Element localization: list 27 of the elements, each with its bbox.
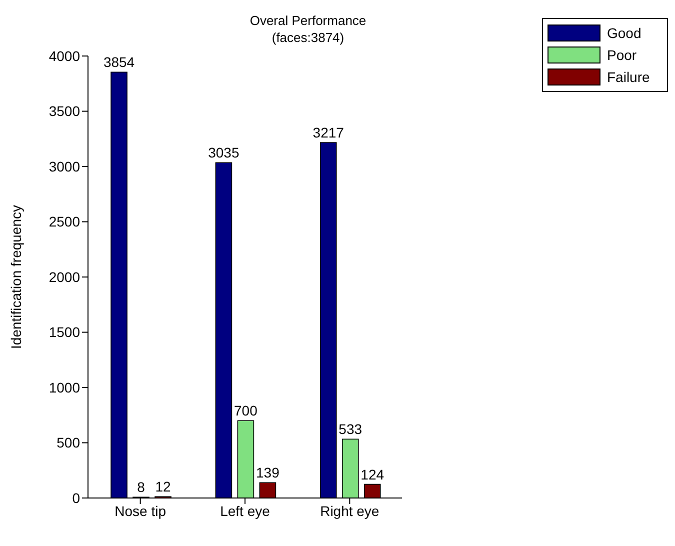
y-tick-label: 1500 — [48, 324, 80, 340]
x-tick-label: Right eye — [320, 502, 380, 519]
legend-label: Failure — [607, 69, 650, 85]
x-tick-label: Nose tip — [114, 502, 166, 519]
data-label: 8 — [137, 479, 146, 496]
data-label: 124 — [360, 466, 384, 482]
data-label: 12 — [155, 478, 172, 495]
y-tick-label: 2000 — [48, 268, 80, 285]
data-label: 533 — [338, 421, 362, 438]
y-tick-label: 500 — [56, 434, 80, 451]
y-tick-label: 3000 — [48, 158, 80, 174]
y-tick-label: 1000 — [48, 379, 80, 396]
data-label: 3854 — [103, 54, 135, 70]
y-axis-title: Identification frequency — [8, 205, 24, 349]
legend-label: Poor — [607, 47, 637, 63]
chart-title: Overal Performance — [248, 12, 368, 29]
x-tick-label: Left eye — [220, 502, 270, 519]
y-tick-label: 0 — [72, 490, 80, 506]
data-label: 139 — [256, 464, 280, 481]
legend-label: Good — [607, 25, 642, 41]
data-label: 700 — [234, 402, 258, 419]
y-tick-label: 4000 — [48, 48, 80, 64]
y-tick-label: 2500 — [48, 214, 80, 230]
y-tick-label: 3500 — [48, 103, 80, 120]
data-label: 3035 — [208, 144, 240, 161]
data-label: 3217 — [312, 124, 344, 141]
chart-subtitle: (faces:3874) — [270, 29, 346, 46]
